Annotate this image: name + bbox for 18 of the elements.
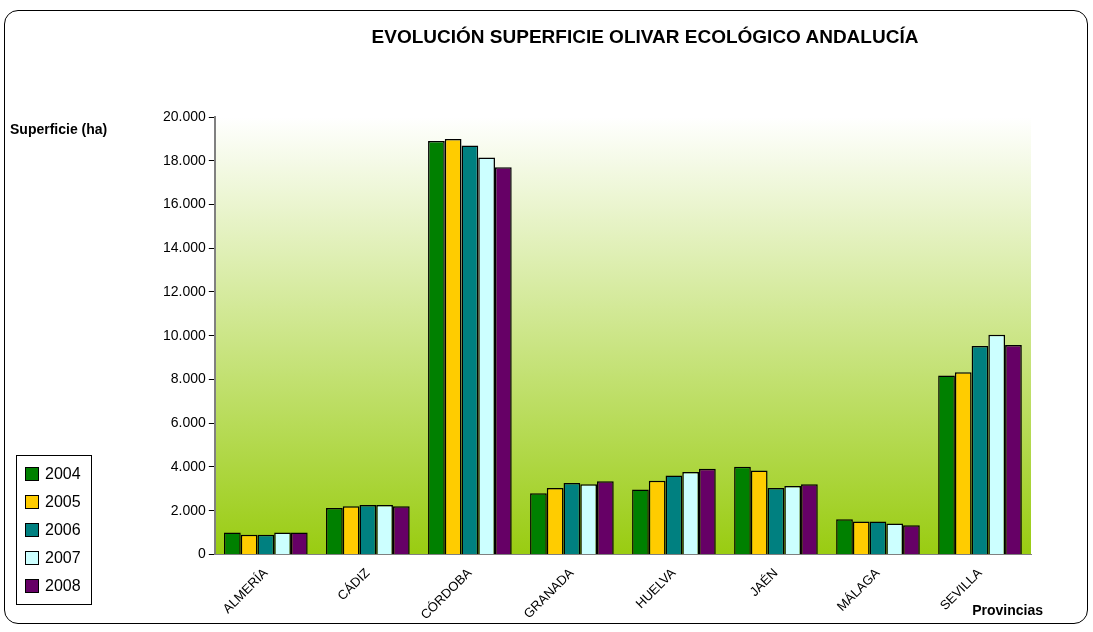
y-tick-label: 16.000 <box>162 195 207 212</box>
y-axis-title: Superficie (ha) <box>10 121 108 137</box>
y-tick-label: 0 <box>198 545 207 562</box>
y-tick-label: 6.000 <box>170 414 207 431</box>
y-tick-label: 10.000 <box>162 326 207 343</box>
y-tick-label: 14.000 <box>162 239 207 256</box>
y-tick-label: 18.000 <box>162 151 207 168</box>
legend-label: 2006 <box>45 521 81 539</box>
legend-label: 2004 <box>45 465 81 483</box>
chart-title: EVOLUCIÓN SUPERFICIE OLIVAR ECOLÓGICO ANDALUCÍA <box>370 26 920 48</box>
legend-label: 2008 <box>45 577 81 595</box>
legend-label: 2007 <box>45 549 81 567</box>
y-tick-label: 8.000 <box>170 370 207 387</box>
y-tick-label: 2.000 <box>170 501 207 518</box>
legend-label: 2005 <box>45 493 81 511</box>
y-tick-label: 4.000 <box>170 457 207 474</box>
y-tick-label: 20.000 <box>162 107 207 124</box>
y-tick-label: 12.000 <box>162 282 207 299</box>
